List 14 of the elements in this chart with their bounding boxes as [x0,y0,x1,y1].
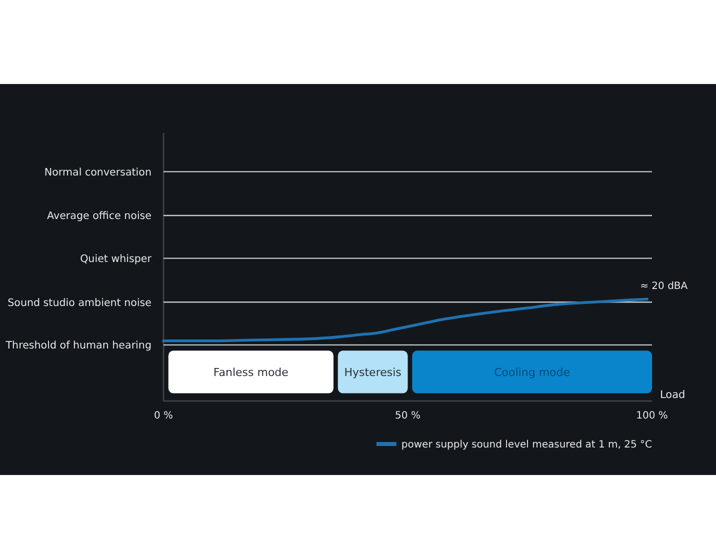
band-label: Fanless mode [213,366,289,379]
band-label: Cooling mode [494,366,570,379]
annotation: ≈ 20 dBA [640,281,688,292]
x-axis-title: Load [660,389,686,401]
legend-label: power supply sound level measured at 1 m, 25 °C [401,440,652,450]
band-label: Hysteresis [344,366,402,379]
ref-line-label: Quiet whisper [80,252,152,265]
x-tick-label: 100 % [636,410,668,422]
ref-line-label: Threshold of human hearing [4,340,152,352]
x-tick-label: 50 % [395,410,420,422]
ref-line-label: Sound studio ambient noise [8,296,152,309]
ref-line-label: Average office noise [47,210,152,222]
ref-line-label: Normal conversation [44,166,152,178]
x-tick-label: 0 % [154,410,174,422]
